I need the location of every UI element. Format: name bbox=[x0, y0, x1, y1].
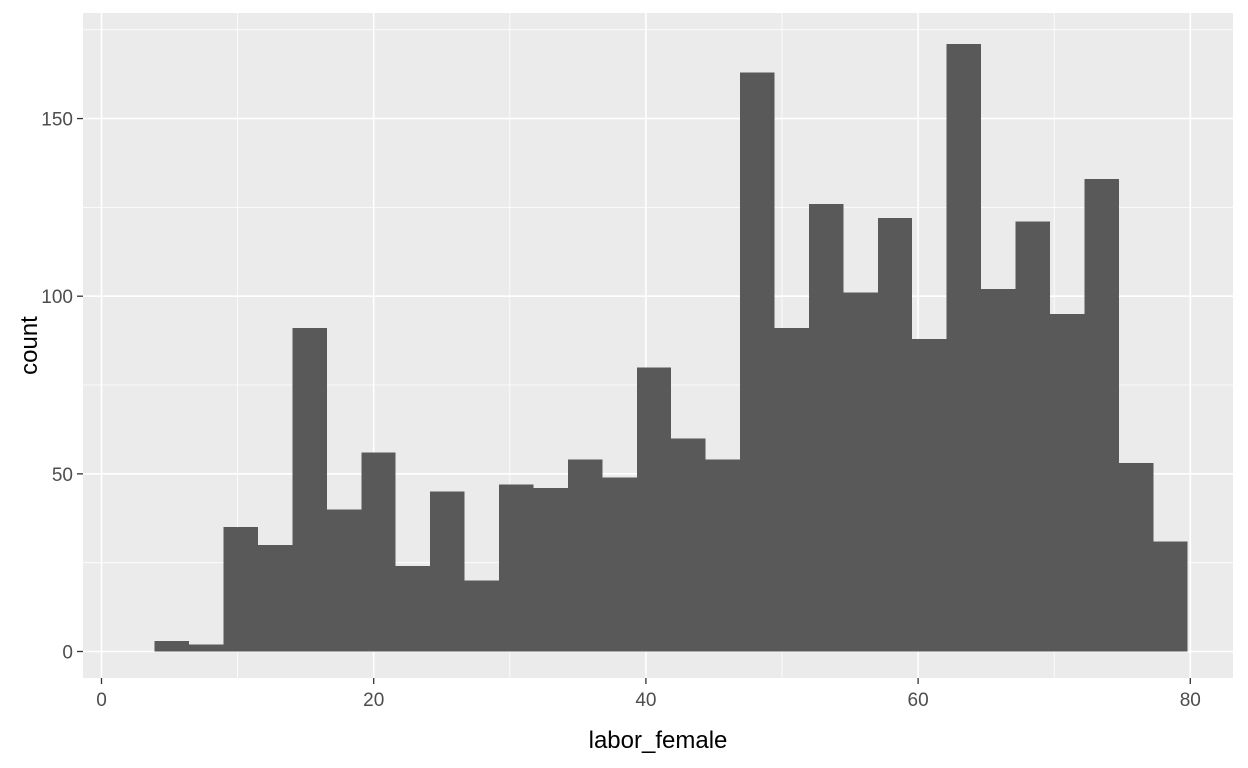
y-tick-label: 100 bbox=[41, 287, 73, 308]
histogram-bar bbox=[1118, 463, 1154, 652]
histogram-bar bbox=[464, 580, 500, 652]
histogram-bar bbox=[774, 328, 809, 652]
histogram-bar bbox=[671, 438, 706, 652]
x-tick-label: 80 bbox=[1180, 690, 1201, 711]
x-tick-label: 0 bbox=[96, 690, 107, 711]
y-tick-label: 0 bbox=[62, 643, 73, 664]
histogram-bar bbox=[602, 477, 637, 652]
y-axis: 0 50 100 150 bbox=[41, 110, 83, 664]
histogram-bar bbox=[1015, 221, 1050, 652]
x-axis-title: labor_female bbox=[589, 727, 728, 754]
histogram-bar bbox=[395, 566, 431, 652]
histogram-bar bbox=[808, 203, 844, 652]
x-axis: 0 20 40 60 80 bbox=[96, 678, 1201, 711]
y-tick-label: 50 bbox=[52, 465, 73, 486]
histogram-bar bbox=[740, 72, 775, 652]
y-axis-title: count bbox=[16, 316, 43, 375]
histogram-bar bbox=[877, 218, 913, 652]
x-tick-label: 40 bbox=[635, 690, 656, 711]
histogram-bar bbox=[912, 338, 947, 652]
histogram-bar bbox=[292, 328, 327, 652]
histogram-bar bbox=[361, 452, 396, 652]
y-tick-label: 150 bbox=[41, 110, 73, 131]
histogram-bars bbox=[154, 43, 1188, 652]
histogram-bar bbox=[981, 289, 1016, 652]
histogram-bar bbox=[1049, 313, 1085, 652]
histogram-bar bbox=[1084, 178, 1119, 652]
histogram-bar bbox=[258, 544, 293, 652]
histogram-bar bbox=[430, 491, 465, 652]
histogram-bar bbox=[499, 484, 534, 652]
histogram-bar bbox=[636, 367, 672, 652]
histogram-bar bbox=[154, 640, 190, 652]
histogram-bar bbox=[533, 488, 568, 652]
x-tick-label: 60 bbox=[908, 690, 929, 711]
histogram-bar bbox=[843, 292, 878, 652]
histogram-bar bbox=[705, 459, 741, 652]
histogram-bar bbox=[326, 509, 362, 652]
histogram-bar bbox=[1153, 541, 1188, 652]
x-tick-label: 20 bbox=[363, 690, 384, 711]
histogram-bar bbox=[223, 527, 259, 652]
histogram-bar bbox=[946, 43, 982, 652]
histogram-bar bbox=[567, 459, 603, 652]
histogram-bar bbox=[189, 644, 224, 652]
